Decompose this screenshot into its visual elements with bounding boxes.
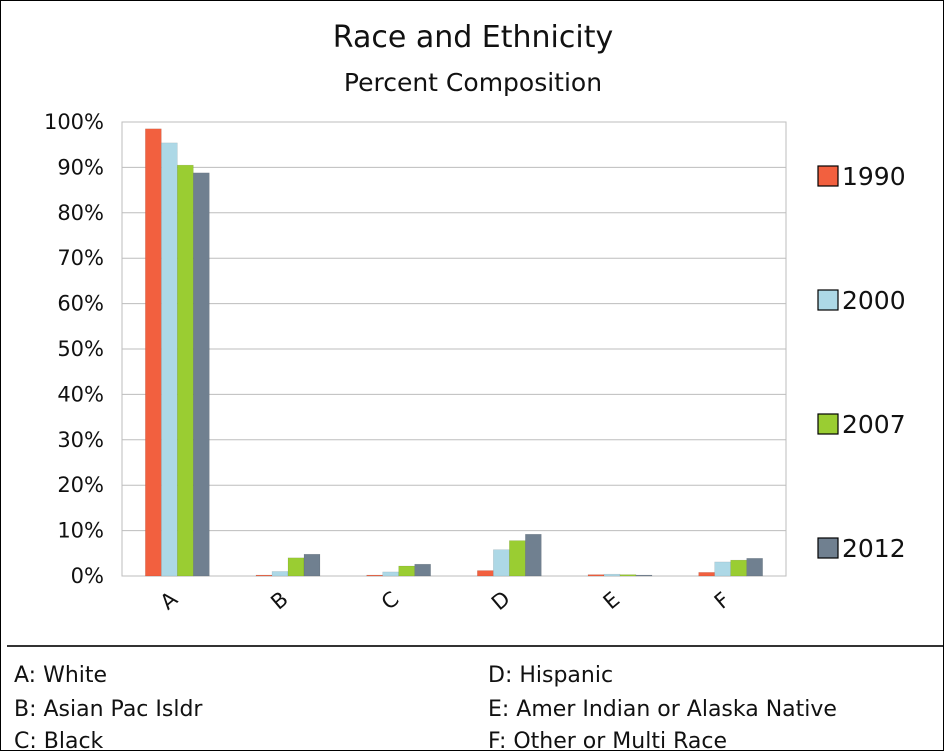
bar-c-1990 [366,574,383,577]
y-tick-label: 20% [57,473,104,497]
category-key-d: D: Hispanic [488,663,614,688]
category-key-f: F: Other or Multi Race [488,729,727,754]
y-tick-label: 60% [57,292,104,316]
legend-swatch-2007 [817,413,839,435]
x-tick-label: A [156,586,183,614]
bar-a-2000 [161,142,178,577]
y-tick-label: 10% [57,519,104,543]
bar-d-2012 [525,533,542,577]
y-tick-label: 50% [57,337,104,361]
bar-e-2007 [619,574,637,577]
legend-label-2007: 2007 [842,410,906,439]
bars [145,128,763,577]
legend-label-2012: 2012 [842,534,906,563]
bar-b-2000 [271,571,289,577]
y-tick-label: 70% [57,246,104,270]
bar-d-2000 [493,549,510,577]
category-key-a: A: White [14,663,108,688]
legend-label-2000: 2000 [842,286,906,315]
legend-swatch-2000 [817,289,839,311]
bar-c-2000 [382,571,399,577]
bar-a-2012 [193,172,210,577]
y-tick-label: 80% [57,201,104,225]
legend-label-1990: 1990 [842,162,906,191]
category-key-b: B: Asian Pac Isldr [14,697,203,722]
legend: 1990 2000 2007 2012 [817,162,906,563]
category-key-c: C: Black [14,729,104,754]
category-key-e: E: Amer Indian or Alaska Native [488,697,837,722]
bar-c-2007 [398,565,415,577]
bar-d-1990 [477,570,494,577]
bar-c-2012 [414,563,431,577]
y-tick-label: 0% [71,564,104,588]
y-tick-label: 40% [57,382,104,406]
bar-f-2007 [730,559,747,577]
bar-b-1990 [255,574,273,577]
x-tick-label: E [599,587,625,614]
bar-e-1990 [587,574,605,577]
x-tick-label: F [710,588,735,614]
x-tick-label: C [377,587,404,615]
x-tick-label: D [487,586,515,615]
bar-e-2000 [603,573,621,577]
divider-line [7,645,943,647]
bar-b-2012 [303,553,321,577]
chart-subtitle: Percent Composition [343,68,603,97]
y-tick-label: 90% [57,155,104,179]
plot-area-border [121,121,787,577]
bar-f-1990 [698,572,715,577]
bar-a-1990 [145,128,162,577]
legend-swatch-2012 [817,537,839,559]
x-tick-label: B [266,587,292,615]
bar-a-2007 [177,164,194,577]
bar-chart: 0% 10% 20% 30% 40% 50% 60% 70% 80% 90% 100% A B C D E F… [44,110,906,615]
y-tick-label: 30% [57,428,104,452]
bar-b-2007 [287,557,305,577]
bar-d-2007 [509,540,526,577]
x-axis-ticks: A B C D E F [156,586,735,615]
y-axis-ticks: 0% 10% 20% 30% 40% 50% 60% 70% 80% 90% 100% [44,110,104,588]
chart-title: Race and Ethnicity [332,20,614,55]
grid-lines [121,121,787,577]
bar-f-2012 [746,558,763,577]
bar-f-2000 [714,561,731,577]
bar-e-2012 [635,574,653,577]
legend-swatch-1990 [817,165,839,187]
y-tick-label: 100% [44,110,104,134]
